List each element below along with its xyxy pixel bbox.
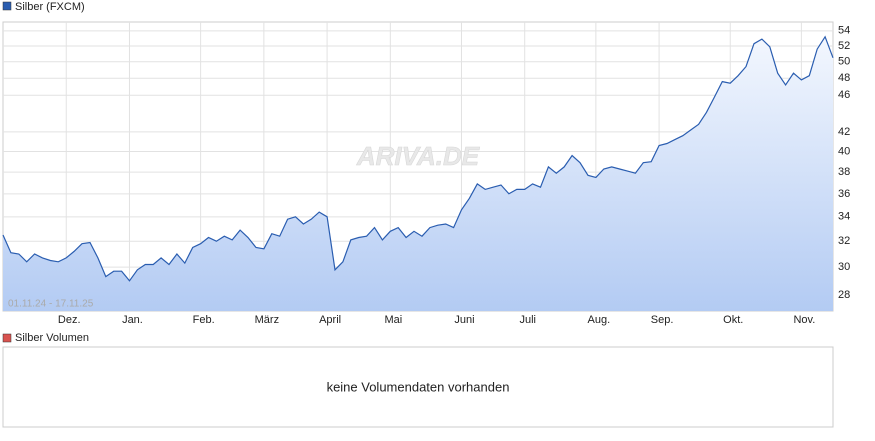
x-tick-label: Aug. [588, 314, 611, 326]
y-tick-label: 36 [838, 188, 850, 200]
volume-frame [2, 346, 834, 428]
x-tick-label: Mai [384, 314, 402, 326]
y-tick-label: 30 [838, 261, 850, 273]
y-tick-label: 50 [838, 56, 850, 68]
x-tick-label: Sep. [651, 314, 674, 326]
y-tick-label: 52 [838, 40, 850, 52]
y-tick-label: 40 [838, 145, 850, 157]
y-tick-label: 46 [838, 89, 850, 101]
empty-message: keine Volumendaten vorhanden [327, 379, 510, 394]
y-tick-label: 42 [838, 126, 850, 138]
y-tick-label: 48 [838, 72, 850, 84]
y-tick-label: 32 [838, 235, 850, 247]
legend-label: Silber (FXCM) [15, 1, 85, 13]
y-tick-label: 28 [838, 289, 850, 301]
x-tick-label: März [255, 314, 279, 326]
y-tick-label: 54 [838, 25, 850, 37]
x-tick-label: Jan. [122, 314, 143, 326]
x-tick-label: Feb. [193, 314, 215, 326]
x-tick-label: Juni [454, 314, 474, 326]
y-tick-label: 38 [838, 166, 850, 178]
panel-title: Silber Volumen [15, 332, 89, 344]
x-tick-label: Okt. [723, 314, 743, 326]
date-range: 01.11.24 - 17.11.25 [8, 299, 94, 310]
x-tick-label: Dez. [58, 314, 81, 326]
x-tick-label: Nov. [793, 314, 815, 326]
legend-swatch [2, 1, 12, 11]
line [2, 35, 834, 282]
area [3, 36, 833, 312]
y-tick-label: 34 [838, 211, 850, 223]
plot: 28 30 32 34 36 38 40 42 46 48 50 52 54 Dez. Jan. Feb. Mä… [2, 22, 850, 326]
watermark: ARIVA.DE [356, 141, 480, 171]
x-tick-label: Juli [519, 314, 536, 326]
x-tick-label: April [319, 314, 341, 326]
legend-swatch [2, 333, 12, 343]
